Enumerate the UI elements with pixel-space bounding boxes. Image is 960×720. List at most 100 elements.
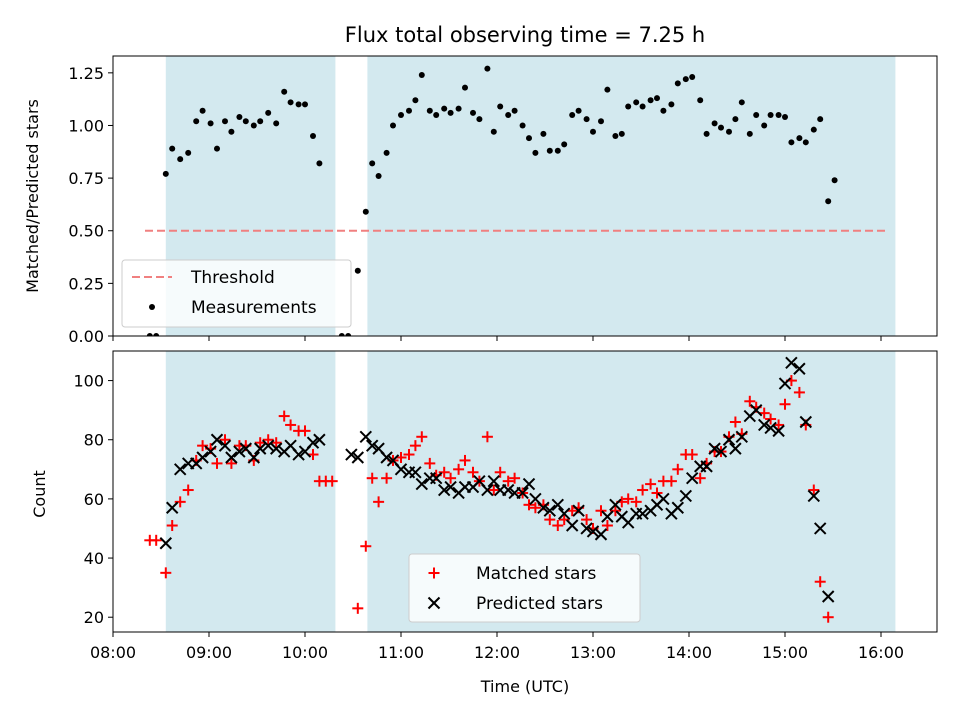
predicted-star-point-b <box>821 590 835 603</box>
predicted-star-point-b <box>700 460 713 473</box>
predicted-star-point <box>247 451 261 464</box>
measurement-point <box>455 105 462 112</box>
measurement-point <box>738 99 745 106</box>
predicted-star-point-b <box>306 436 320 449</box>
measurement-point <box>689 74 696 81</box>
predicted-star-point <box>365 439 379 452</box>
measurement-point <box>207 120 214 127</box>
measurement-point <box>726 128 732 135</box>
matched-star-point <box>219 434 231 446</box>
y-tick-label: 0.00 <box>68 327 104 346</box>
predicted-star-point-b <box>501 483 515 497</box>
measurement-point <box>732 116 739 123</box>
predicted-star-point <box>685 471 699 485</box>
x-tick-label: 12:00 <box>474 643 520 662</box>
measurement-point <box>497 103 504 110</box>
measurement-point <box>236 114 243 121</box>
measurement-point <box>660 107 667 114</box>
predicted-star-point <box>700 460 713 473</box>
measurement-point <box>146 333 153 336</box>
predicted-star-point <box>173 463 187 476</box>
measurement-point <box>817 116 824 123</box>
predicted-star-point-b <box>269 442 283 455</box>
predicted-star-point <box>749 403 763 417</box>
matched-star-point <box>409 440 421 452</box>
measurement-point <box>625 103 632 110</box>
measurement-point <box>390 122 396 129</box>
predicted-star-point-b <box>807 489 821 503</box>
measurement-point <box>295 101 302 108</box>
measurement-point <box>441 105 448 112</box>
matched-star-point <box>445 472 457 484</box>
measurement-point <box>273 120 280 127</box>
legend-matched-label: Matched stars <box>476 564 596 584</box>
predicted-star-point <box>551 498 565 512</box>
predicted-star-point <box>757 418 771 432</box>
predicted-star-point-b <box>359 430 373 443</box>
measurement-point <box>242 118 249 125</box>
predicted-star-point-b <box>345 448 358 461</box>
x-tick-label: 16:00 <box>858 643 904 662</box>
measurement-point <box>598 118 604 125</box>
predicted-star-point <box>601 510 614 523</box>
predicted-star-point-b <box>708 442 721 455</box>
matched-star-point <box>197 440 209 452</box>
predicted-star-point <box>437 483 451 497</box>
measurement-point <box>831 177 838 184</box>
matched-star-point <box>622 493 634 505</box>
predicted-star-point-b <box>292 448 305 461</box>
predicted-star-point <box>351 451 365 464</box>
measurement-point <box>228 128 235 135</box>
predicted-star-point <box>196 451 209 464</box>
predicted-star-point-b <box>529 492 542 506</box>
predicted-star-point-b <box>159 537 173 550</box>
measurement-point <box>753 111 760 118</box>
predicted-star-point-b <box>351 451 365 464</box>
predicted-star-point-b <box>394 463 408 476</box>
matched-star-point <box>552 520 564 532</box>
predicted-star-point <box>557 507 571 520</box>
predicted-star-point-b <box>609 498 622 512</box>
predicted-star-point-b <box>409 466 422 479</box>
predicted-star-point-b <box>481 483 494 497</box>
predicted-star-point-b <box>233 445 246 458</box>
measurement-point <box>153 333 160 336</box>
x-tick-label: 11:00 <box>378 643 424 662</box>
measurement-point <box>782 114 788 121</box>
predicted-star-point-b <box>239 442 253 455</box>
predicted-star-point <box>292 448 305 461</box>
matched-star-point <box>765 413 777 425</box>
matched-star-point <box>637 484 649 496</box>
predicted-star-point <box>813 522 827 535</box>
matched-star-point <box>150 534 162 546</box>
predicted-star-point <box>537 501 550 514</box>
predicted-star-point-b <box>557 507 571 520</box>
measurement-point <box>462 84 468 91</box>
predicted-star-point-b <box>225 451 238 464</box>
predicted-star-point-b <box>437 483 451 497</box>
predicted-star-point-b <box>601 510 614 523</box>
predicted-star-point-b <box>365 439 379 452</box>
y-tick-label: 1.25 <box>68 64 104 83</box>
matched-star-point <box>793 386 805 398</box>
predicted-star-point <box>543 504 557 517</box>
predicted-star-point-b <box>386 454 400 467</box>
predicted-star-point-b <box>778 377 792 390</box>
predicted-star-point <box>487 474 501 488</box>
x-tick-label: 15:00 <box>762 643 808 662</box>
matched-star-point <box>808 484 820 496</box>
matched-star-point <box>360 540 372 552</box>
measurement-point <box>654 95 660 102</box>
matched-star-point <box>814 576 826 588</box>
legend-predicted-label: Predicted stars <box>476 594 603 614</box>
predicted-star-point <box>785 356 798 370</box>
y-tick-label: 60 <box>84 490 104 509</box>
chart-title: Flux total observing time = 7.25 h <box>345 23 705 47</box>
measurement-point <box>316 160 323 167</box>
top-plot-frame <box>112 55 938 337</box>
matched-star-point <box>523 499 535 511</box>
observing-window-band <box>367 56 896 336</box>
measurement-point <box>647 97 654 104</box>
predicted-star-point <box>269 442 283 455</box>
measurement-point <box>810 126 817 133</box>
